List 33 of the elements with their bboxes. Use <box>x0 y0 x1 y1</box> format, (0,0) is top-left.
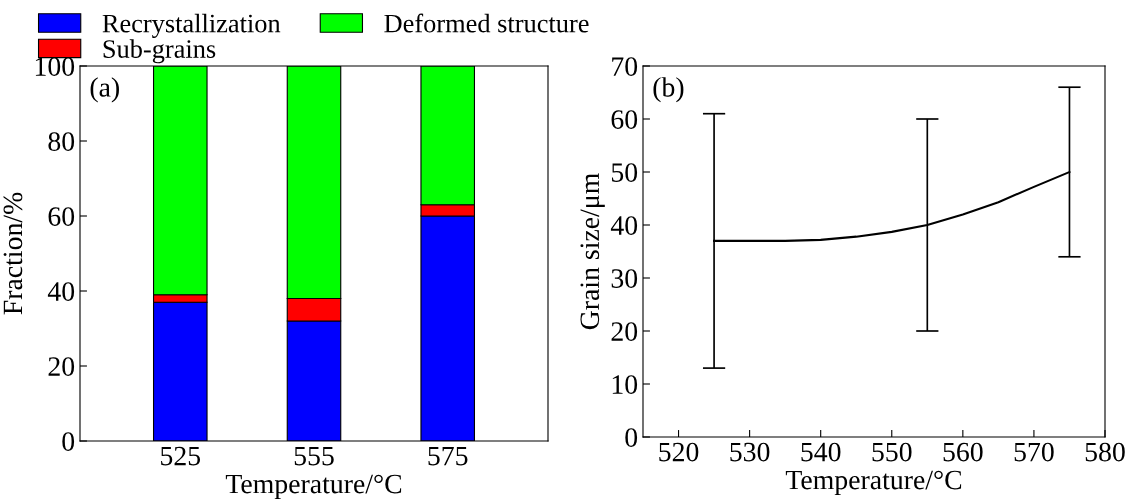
y-tick-label: 70 <box>612 57 638 76</box>
y-tick-label: 100 <box>35 57 75 76</box>
x-tick-label: 525 <box>161 446 201 466</box>
x-tick-label: 570 <box>1014 442 1054 462</box>
y-tick-label: 40 <box>610 216 638 235</box>
y-tick-label: 20 <box>48 357 75 376</box>
x-tick-label: 530 <box>730 442 770 462</box>
x-tick-label: 550 <box>872 442 912 462</box>
y-tick-label: 0 <box>625 428 638 447</box>
x-axis-title: Temperature/°C <box>225 474 402 500</box>
y-axis-title: Fraction/% <box>3 192 23 315</box>
y-tick-label: 10 <box>612 375 638 394</box>
x-tick-label: 540 <box>801 442 841 462</box>
x-axis-title: Temperature/°C <box>785 470 962 496</box>
x-tick-label: 520 <box>659 442 699 462</box>
annotation: (a) <box>90 77 119 103</box>
annotation: (b) <box>653 77 684 103</box>
y-tick-label: 40 <box>47 282 75 301</box>
y-tick-label: 60 <box>48 207 75 226</box>
x-tick-label: 580 <box>1085 442 1125 462</box>
y-tick-label: 80 <box>48 132 75 151</box>
y-tick-label: 60 <box>611 110 638 129</box>
x-tick-label: 575 <box>428 446 468 466</box>
y-tick-label: 50 <box>611 163 638 182</box>
legend-label: Sub-grains <box>103 39 216 64</box>
y-axis-title: Grain size/μm <box>580 173 605 330</box>
y-tick-label: 20 <box>611 322 638 341</box>
legend-label: Recrystallization <box>102 13 281 38</box>
x-tick-label: 560 <box>943 442 983 462</box>
y-tick-label: 0 <box>62 432 75 451</box>
x-tick-label: 555 <box>294 446 334 466</box>
y-tick-label: 30 <box>611 269 638 288</box>
legend-label: Deformed structure <box>384 13 589 33</box>
